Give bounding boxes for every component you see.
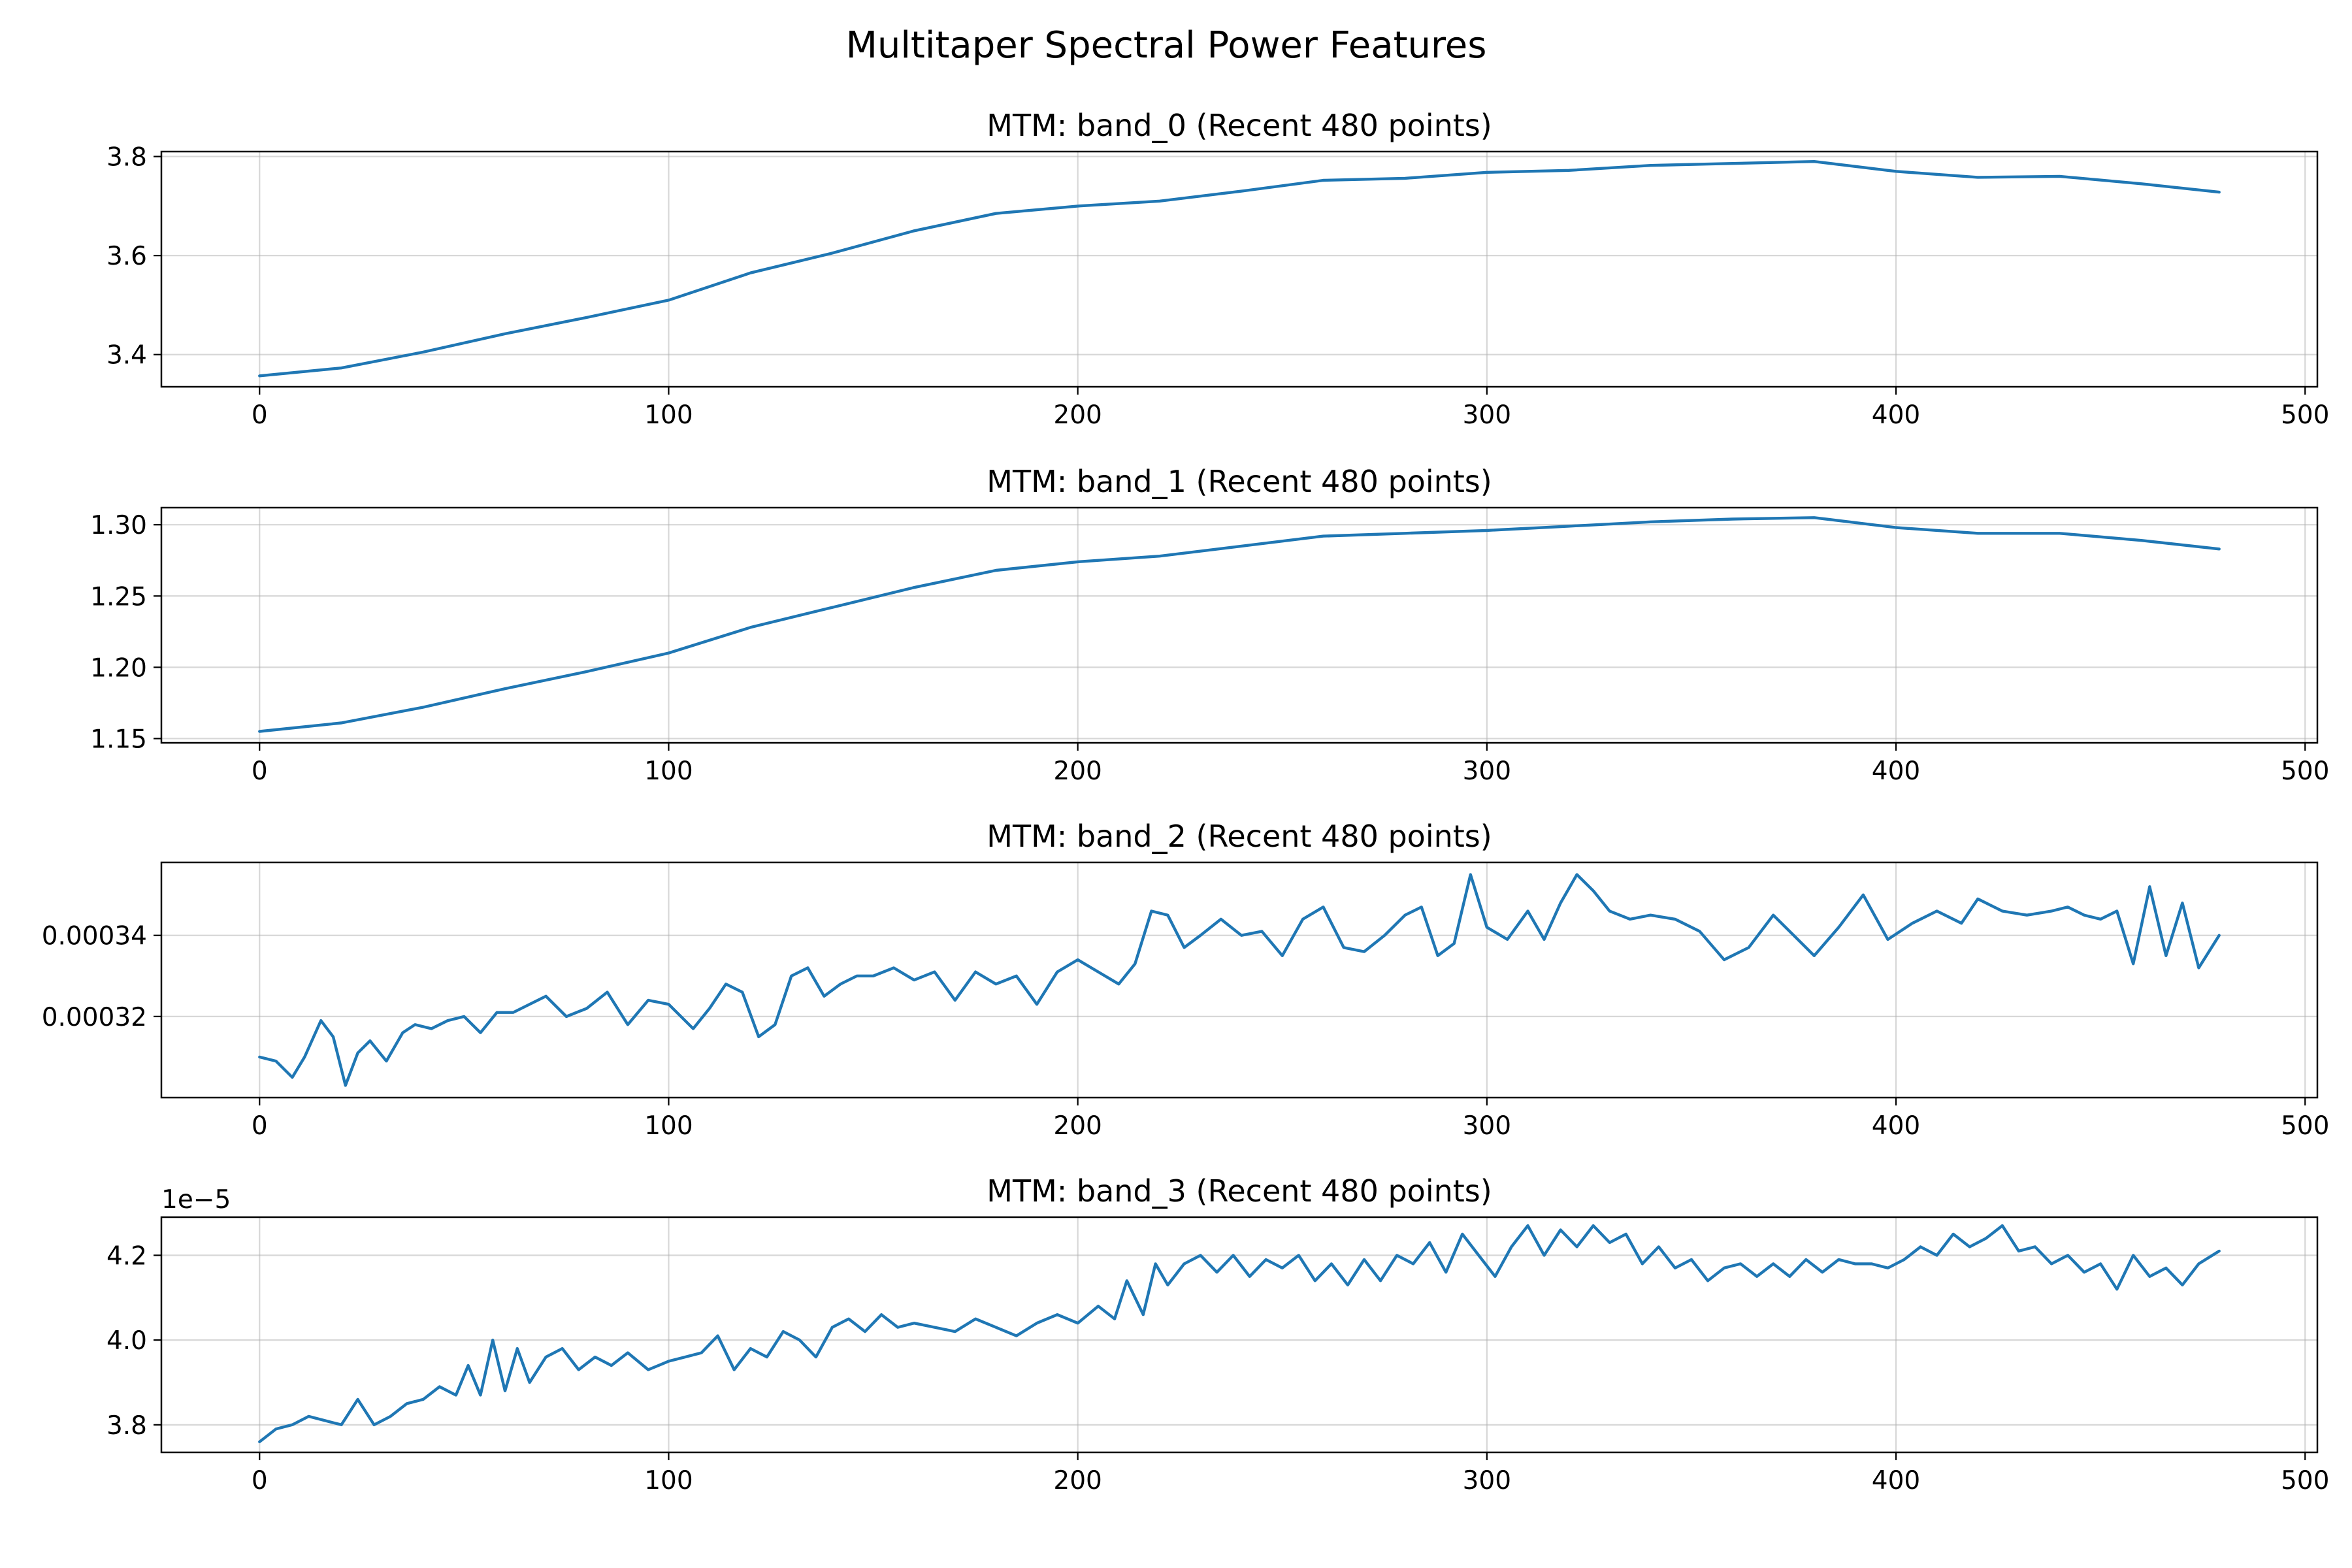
- y-tick-label: 1.25: [90, 582, 147, 612]
- axes-frame: [160, 150, 2319, 388]
- x-tick-label: 0: [252, 1466, 268, 1495]
- y-tick-label: 3.4: [106, 341, 147, 370]
- x-tick-label: 300: [1463, 400, 1511, 430]
- subplot-band-3: 0 100 200 300 400 500 3.8 4.0 4.2 MTM: band_3 (Re…: [106, 1173, 2329, 1495]
- x-tick-label: 500: [2281, 1466, 2329, 1495]
- y-tick-label: 3.8: [106, 143, 147, 172]
- x-tick-label: 100: [644, 1466, 693, 1495]
- subplot-band-2: 0 100 200 300 400 500 0.00032 0.00034 MTM: band_…: [42, 819, 2330, 1141]
- figure-suptitle: Multitaper Spectral Power Features: [846, 24, 1487, 67]
- series-line-band-3: [258, 1224, 2221, 1444]
- y-tick-label: 4.2: [106, 1241, 147, 1271]
- x-tick-label: 100: [644, 757, 693, 786]
- subplots: 0 100 200 300 400 500 3.4 3.6 3.8 MTM: band_0 (Re…: [42, 108, 2330, 1495]
- y-tick-label: 3.8: [106, 1411, 147, 1441]
- x-tick-label: 0: [252, 1111, 268, 1141]
- x-tick-label: 200: [1053, 757, 1102, 786]
- y-tick-label: 4.0: [106, 1326, 147, 1356]
- y-offset-label: 1e−5: [161, 1185, 231, 1215]
- x-tick-label: 300: [1463, 757, 1511, 786]
- x-tick-label: 0: [252, 400, 268, 430]
- x-tick-label: 400: [1872, 1466, 1920, 1495]
- x-tick-label: 500: [2281, 757, 2329, 786]
- x-tick-label: 100: [644, 1111, 693, 1141]
- y-tick-label: 3.6: [106, 242, 147, 271]
- x-tick-label: 300: [1463, 1466, 1511, 1495]
- subplot-title: MTM: band_0 (Recent 480 points): [987, 108, 1492, 143]
- x-tick-label: 400: [1872, 1111, 1920, 1141]
- subplot-band-0: 0 100 200 300 400 500 3.4 3.6 3.8 MTM: band_0 (Re…: [106, 108, 2329, 430]
- y-tick-label: 1.20: [90, 653, 147, 683]
- x-tick-label: 0: [252, 757, 268, 786]
- x-tick-label: 100: [644, 400, 693, 430]
- x-tick-label: 500: [2281, 1111, 2329, 1141]
- series-line-band-0: [258, 159, 2221, 378]
- axes-frame: [160, 1216, 2319, 1454]
- axes-frame: [160, 506, 2319, 744]
- subplot-band-1: 0 100 200 300 400 500 1.15 1.20 1.25 1.30 MTM: ban…: [90, 464, 2329, 786]
- series-line-band-2: [258, 873, 2221, 1087]
- subplot-title: MTM: band_3 (Recent 480 points): [987, 1173, 1492, 1209]
- x-tick-label: 200: [1053, 400, 1102, 430]
- x-tick-label: 200: [1053, 1466, 1102, 1495]
- x-tick-label: 500: [2281, 400, 2329, 430]
- subplot-title: MTM: band_2 (Recent 480 points): [987, 819, 1492, 854]
- x-tick-label: 400: [1872, 400, 1920, 430]
- y-tick-label: 0.00032: [42, 1003, 147, 1032]
- axes-frame: [160, 861, 2319, 1099]
- series-line-band-1: [258, 516, 2221, 733]
- x-tick-label: 400: [1872, 757, 1920, 786]
- x-tick-label: 200: [1053, 1111, 1102, 1141]
- y-tick-label: 1.15: [90, 725, 147, 754]
- y-tick-label: 1.30: [90, 511, 147, 540]
- y-tick-label: 0.00034: [42, 922, 147, 951]
- x-tick-label: 300: [1463, 1111, 1511, 1141]
- subplot-title: MTM: band_1 (Recent 480 points): [987, 464, 1492, 499]
